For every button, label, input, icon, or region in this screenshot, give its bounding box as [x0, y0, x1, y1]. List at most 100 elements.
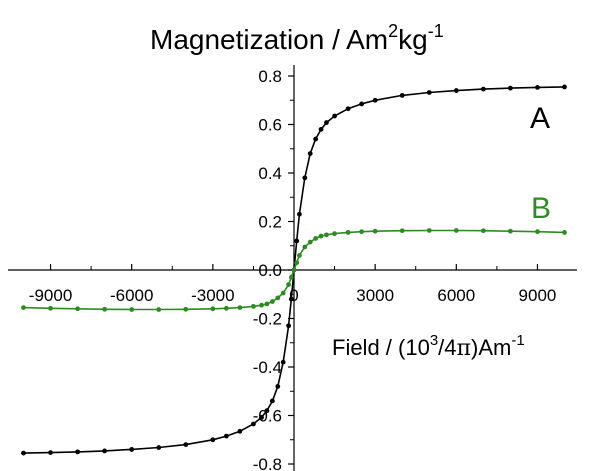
series-point-a — [275, 384, 281, 389]
series-point-b — [372, 228, 378, 234]
series-point-b — [426, 228, 432, 233]
series-point-b — [332, 231, 337, 237]
x-tick-label: 6000 — [437, 286, 475, 305]
series-point-a — [288, 296, 294, 302]
series-point-b — [237, 305, 243, 310]
x-tick-label: -3000 — [191, 286, 234, 305]
series-point-b — [313, 236, 319, 241]
series-point-b — [102, 306, 108, 312]
series-point-b — [210, 306, 216, 312]
series-point-a — [426, 90, 432, 95]
series-point-a — [183, 442, 189, 447]
series-point-a — [223, 433, 229, 439]
series-point-b — [264, 301, 270, 307]
series-point-a — [237, 428, 243, 434]
series-point-a — [75, 449, 80, 455]
x-axis-label-mid: /4 — [438, 335, 456, 360]
x-tick-label: 3000 — [356, 286, 394, 305]
series-point-a — [535, 84, 540, 90]
y-tick-label: 0.6 — [258, 116, 282, 135]
series-point-a — [562, 84, 567, 90]
series-point-b — [535, 229, 540, 235]
series-point-b — [223, 305, 229, 311]
series-point-b — [294, 260, 300, 266]
x-tick-label: -6000 — [110, 286, 153, 305]
series-point-a — [480, 86, 486, 92]
series-point-b — [345, 230, 351, 235]
series-point-a — [286, 323, 291, 329]
chart-title-sup2: -1 — [428, 21, 444, 41]
x-axis-label: Field / (103/4π)Am-1 — [332, 332, 525, 361]
series-point-a — [399, 93, 405, 98]
series-point-a — [48, 450, 53, 456]
series-point-b — [359, 229, 365, 235]
series-point-b — [48, 305, 53, 311]
series-point-a — [297, 211, 302, 217]
y-tick-label: 0.8 — [258, 67, 282, 86]
series-point-a — [313, 136, 319, 142]
series-point-b — [453, 228, 459, 233]
series-point-a — [372, 97, 378, 103]
series-point-b — [275, 295, 281, 301]
series-point-b — [508, 228, 513, 234]
series-point-a — [129, 447, 135, 452]
chart-title-mid: kg — [398, 24, 428, 55]
series-point-b — [21, 305, 26, 310]
series-point-b — [280, 290, 286, 296]
series-layer — [21, 84, 567, 456]
series-point-b — [324, 232, 329, 238]
x-axis-label-pi: π — [457, 336, 471, 361]
series-point-a — [269, 398, 275, 404]
series-point-a — [280, 359, 286, 365]
series-point-b — [156, 307, 162, 312]
series-point-b — [297, 253, 302, 258]
series-point-a — [210, 437, 216, 443]
x-ticks: -9000 -6000 -3000 0 3000 6000 9000 — [29, 264, 557, 305]
series-point-a — [332, 113, 337, 119]
y-tick-label: -0.8 — [253, 455, 282, 471]
y-ticks: -0.8 -0.6 -0.4 -0.2 0.0 0.2 0.4 0.6 0.8 — [253, 67, 294, 471]
series-point-a — [359, 101, 365, 107]
series-point-a — [264, 408, 270, 414]
series-point-a — [453, 88, 459, 93]
series-point-b — [307, 239, 313, 245]
chart-title-sup1: 2 — [388, 21, 398, 41]
series-point-a — [307, 151, 313, 157]
series-label-a: A — [530, 102, 550, 135]
series-point-b — [286, 282, 291, 287]
series-point-b — [288, 274, 294, 280]
y-tick-label: 0.2 — [258, 213, 282, 232]
series-point-a — [318, 126, 324, 132]
x-axis-label-sup2: -1 — [511, 332, 524, 349]
series-point-b — [75, 306, 80, 312]
series-point-a — [302, 175, 308, 181]
x-tick-label: 0 — [289, 286, 298, 305]
series-point-b — [259, 302, 264, 308]
series-point-b — [269, 299, 275, 304]
series-point-a — [259, 415, 264, 420]
y-tick-label: 0.0 — [258, 261, 282, 280]
chart-title: Magnetization / Am2kg-1 — [150, 21, 444, 55]
y-tick-label: -0.4 — [253, 358, 282, 377]
series-point-a — [294, 238, 300, 244]
series-point-a — [345, 106, 351, 112]
series-point-b — [302, 244, 308, 250]
series-point-b — [291, 267, 297, 273]
y-tick-label: -0.2 — [253, 310, 282, 329]
y-tick-label: -0.6 — [253, 407, 282, 426]
chart-title-main: Magnetization / Am — [150, 24, 388, 55]
x-tick-label: 9000 — [519, 286, 557, 305]
x-axis-label-pre: Field / (10 — [332, 335, 430, 360]
series-point-b — [399, 228, 405, 234]
series-point-a — [324, 120, 329, 125]
x-tick-label: -9000 — [29, 286, 72, 305]
series-point-a — [251, 421, 256, 427]
x-axis-label-sup1: 3 — [430, 332, 438, 349]
series-point-b — [562, 230, 567, 235]
series-point-b — [318, 233, 324, 239]
series-point-a — [21, 450, 26, 456]
series-point-a — [508, 85, 513, 91]
series-point-a — [102, 448, 108, 454]
series-point-b — [251, 303, 256, 309]
